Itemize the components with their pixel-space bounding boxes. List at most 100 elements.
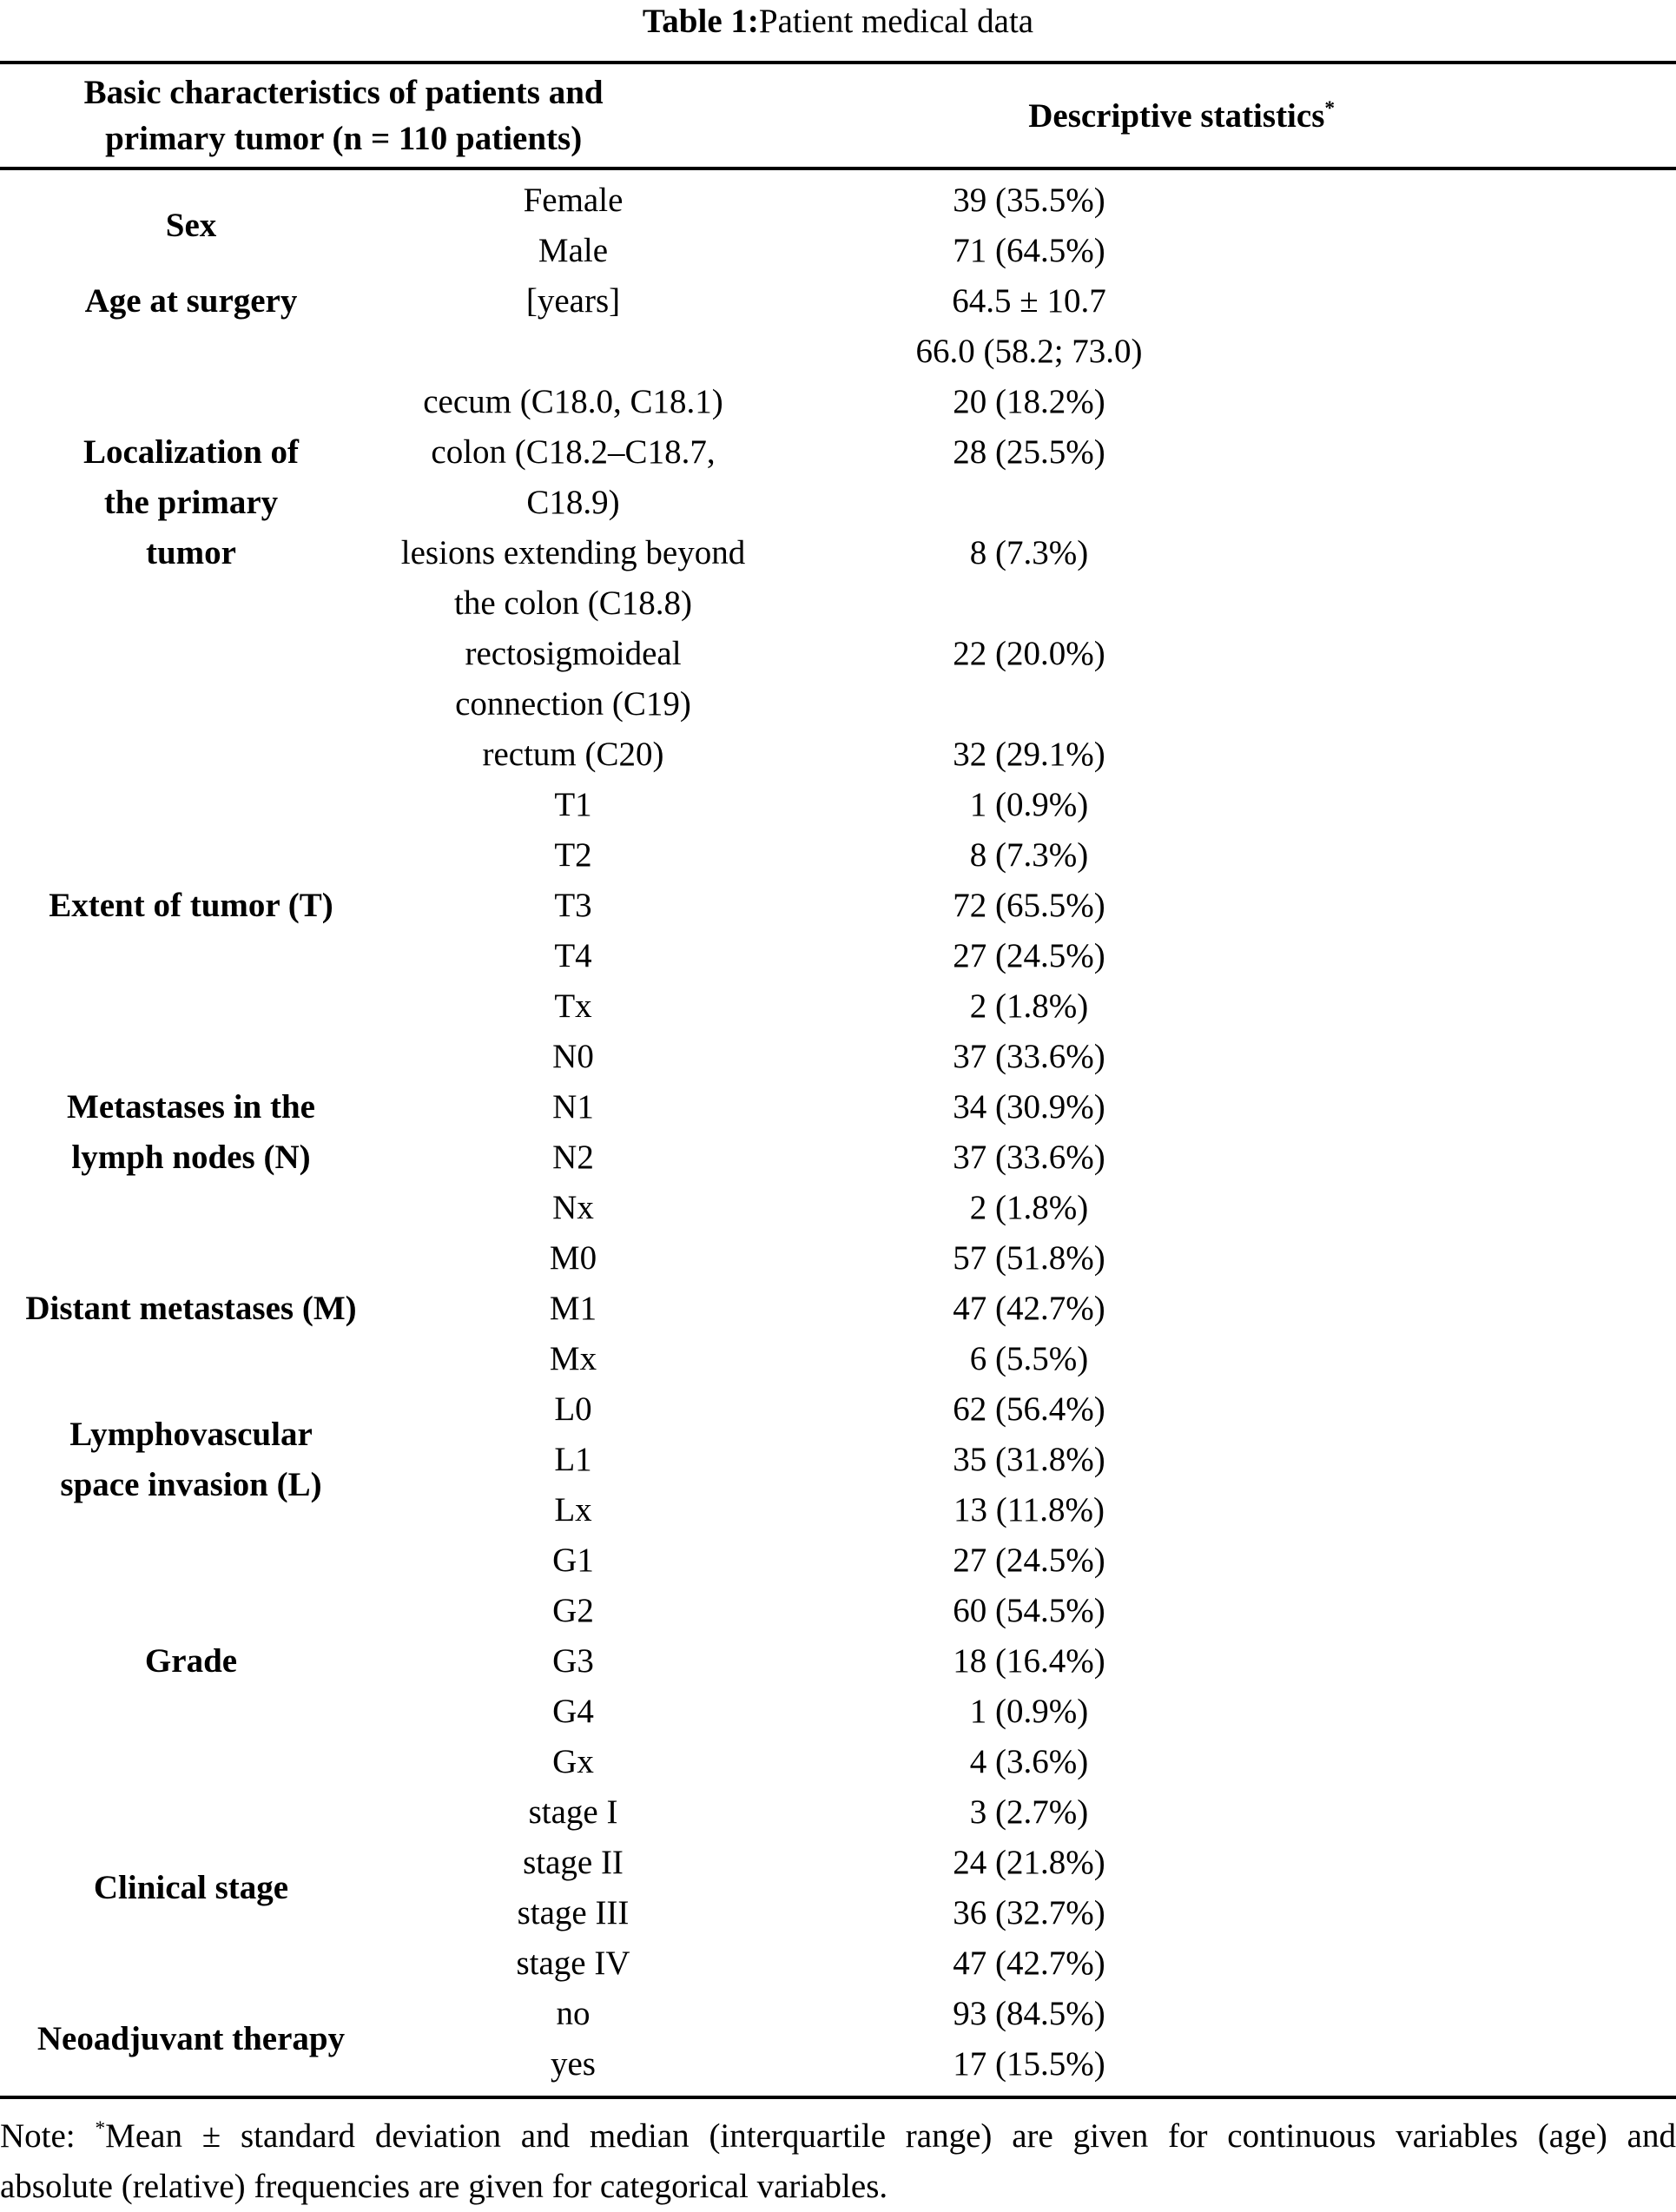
table-row: Lymphovascular space invasion (L) L0 62 (5… — [0, 1384, 1676, 1503]
table-row: T4 27 (24.5%) — [0, 931, 1676, 981]
subcategory-cell: stage II — [523, 1844, 624, 1881]
subcategory-cell: L1 — [554, 1441, 592, 1478]
footnote-text-1: Mean ± standard deviation and median (in… — [105, 2117, 1676, 2155]
value-cell: 47 (42.7%) — [953, 1945, 1105, 1982]
table-row: Sex Female 39 (35.5%) — [0, 175, 1676, 244]
subcategory-cell: Gx — [552, 1743, 594, 1780]
category-cell: Grade — [144, 1642, 238, 1680]
patient-data-table: Sex Female 39 (35.5%) Male 71 (64.5%) Age at … — [0, 175, 1676, 2090]
value-cell: 60 (54.5%) — [953, 1592, 1105, 1629]
value-cell: 36 (32.7%) — [953, 1894, 1105, 1931]
value-cell: 66.0 (58.2; 73.0) — [915, 333, 1143, 370]
header-descriptive-statistics-text: Descriptive statistics — [1028, 96, 1325, 135]
table-row: T2 8 (7.3%) — [0, 830, 1676, 881]
subcategory-cell: rectosigmoideal connection (C19) — [455, 635, 691, 723]
subcategory-cell: N2 — [552, 1139, 594, 1176]
footnote-line-1: Note: *Mean ± standard deviation and med… — [0, 2111, 1676, 2162]
category-cell: Localization of the primary tumor — [82, 433, 300, 571]
table-row: lesions extending beyond the colon (C18.… — [0, 528, 1676, 629]
table-row: Neoadjuvant therapy no 93 (84.5%) — [0, 1989, 1676, 2057]
value-cell: 34 (30.9%) — [953, 1088, 1105, 1126]
subcategory-cell: L0 — [554, 1390, 592, 1428]
value-cell: 1 (0.9%) — [969, 786, 1089, 823]
subcategory-cell: Lx — [554, 1491, 592, 1529]
value-cell: 37 (33.6%) — [953, 1038, 1105, 1075]
subcategory-cell: G4 — [552, 1693, 594, 1730]
subcategory-cell: Male — [538, 232, 609, 269]
subcategory-cell: N1 — [552, 1088, 594, 1126]
subcategory-cell: rectum (C20) — [482, 736, 664, 773]
header-footnote-marker: * — [1324, 96, 1336, 120]
table-title: Table 1: Patient medical data — [0, 0, 1676, 61]
value-cell: 1 (0.9%) — [969, 1693, 1089, 1730]
table-row: Mx 6 (5.5%) — [0, 1334, 1676, 1384]
bottom-rule — [0, 2096, 1676, 2099]
footnote-marker: * — [95, 2117, 106, 2140]
table-row: stage IV 47 (42.7%) — [0, 1938, 1676, 1989]
value-cell: 47 (42.7%) — [953, 1290, 1105, 1327]
header-row: Basic characteristics of patients and pr… — [0, 64, 1676, 167]
value-cell: 8 (7.3%) — [969, 836, 1089, 874]
table-row: Gx 4 (3.6%) — [0, 1737, 1676, 1787]
value-cell: 72 (65.5%) — [953, 887, 1105, 924]
subcategory-cell: T1 — [554, 786, 592, 823]
value-cell: 2 (1.8%) — [969, 987, 1089, 1025]
subcategory-cell: T3 — [554, 887, 592, 924]
category-cell: Extent of tumor (T) — [49, 887, 333, 924]
subcategory-cell: T2 — [554, 836, 592, 874]
footnote-label: Note: — [0, 2117, 76, 2155]
value-cell: 20 (18.2%) — [953, 383, 1105, 420]
subcategory-cell: M0 — [549, 1239, 597, 1277]
value-cell: 35 (31.8%) — [953, 1441, 1105, 1478]
table-row: stage II 24 (21.8%) — [0, 1838, 1676, 1888]
table-row: rectosigmoideal connection (C19) 22 (20.0… — [0, 629, 1676, 730]
table-row: Clinical stage stage I 3 (2.7%) — [0, 1787, 1676, 1906]
subcategory-cell: T4 — [554, 937, 592, 974]
value-cell: 3 (2.7%) — [969, 1793, 1089, 1831]
table-row: Nx 2 (1.8%) — [0, 1183, 1676, 1233]
value-cell: 39 (35.5%) — [953, 182, 1105, 219]
table-row: Extent of tumor (T) T1 1 (0.9%) — [0, 780, 1676, 924]
subcategory-cell: Female — [523, 182, 624, 219]
table-row: Lx 13 (11.8%) — [0, 1485, 1676, 1535]
table-row: G3 18 (16.4%) — [0, 1636, 1676, 1687]
footnote-line-2: absolute (relative) frequencies are give… — [0, 2168, 888, 2205]
category-cell: Neoadjuvant therapy — [36, 2020, 346, 2057]
subcategory-cell: yes — [551, 2045, 596, 2083]
value-cell: 27 (24.5%) — [953, 1542, 1105, 1579]
table-row: M1 47 (42.7%) — [0, 1284, 1676, 1334]
subcategory-cell: Mx — [549, 1340, 597, 1377]
category-cell: Age at surgery — [84, 282, 298, 320]
subcategory-cell: no — [556, 1995, 591, 2032]
table-row: Age at surgery [years] 64.5 ± 10.7 — [0, 276, 1676, 327]
table-row: Tx 2 (1.8%) — [0, 981, 1676, 1032]
table-row: stage III 36 (32.7%) — [0, 1888, 1676, 1938]
table-row: yes 17 (15.5%) — [0, 2039, 1676, 2090]
value-cell: 6 (5.5%) — [969, 1340, 1089, 1377]
value-cell: 64.5 ± 10.7 — [952, 282, 1106, 320]
table-row: 66.0 (58.2; 73.0) — [0, 327, 1676, 377]
value-cell: 71 (64.5%) — [953, 232, 1105, 269]
value-cell: 93 (84.5%) — [953, 1995, 1105, 2032]
table-row: L1 35 (31.8%) — [0, 1435, 1676, 1485]
value-cell: 4 (3.6%) — [969, 1743, 1089, 1780]
value-cell: 28 (25.5%) — [953, 433, 1105, 471]
subcategory-cell: Nx — [552, 1189, 594, 1226]
category-cell: Metastases in the lymph nodes (N) — [67, 1088, 315, 1176]
value-cell: 62 (56.4%) — [953, 1390, 1105, 1428]
subcategory-cell: Tx — [554, 987, 592, 1025]
subcategory-cell: M1 — [549, 1290, 597, 1327]
value-cell: 8 (7.3%) — [969, 534, 1089, 571]
subcategory-cell: cecum (C18.0, C18.1) — [423, 383, 723, 420]
subcategory-cell: G2 — [552, 1592, 594, 1629]
value-cell: 2 (1.8%) — [969, 1189, 1089, 1226]
value-cell: 18 (16.4%) — [953, 1642, 1105, 1680]
header-descriptive-statistics: Descriptive statistics* — [687, 96, 1676, 135]
table-row: rectum (C20) 32 (29.1%) — [0, 730, 1676, 780]
subcategory-cell: [years] — [525, 282, 621, 320]
table-footnote: Note: *Mean ± standard deviation and med… — [0, 2111, 1676, 2212]
value-cell: 37 (33.6%) — [953, 1139, 1105, 1176]
subcategory-cell: stage III — [517, 1894, 630, 1931]
subcategory-cell — [382, 327, 764, 377]
